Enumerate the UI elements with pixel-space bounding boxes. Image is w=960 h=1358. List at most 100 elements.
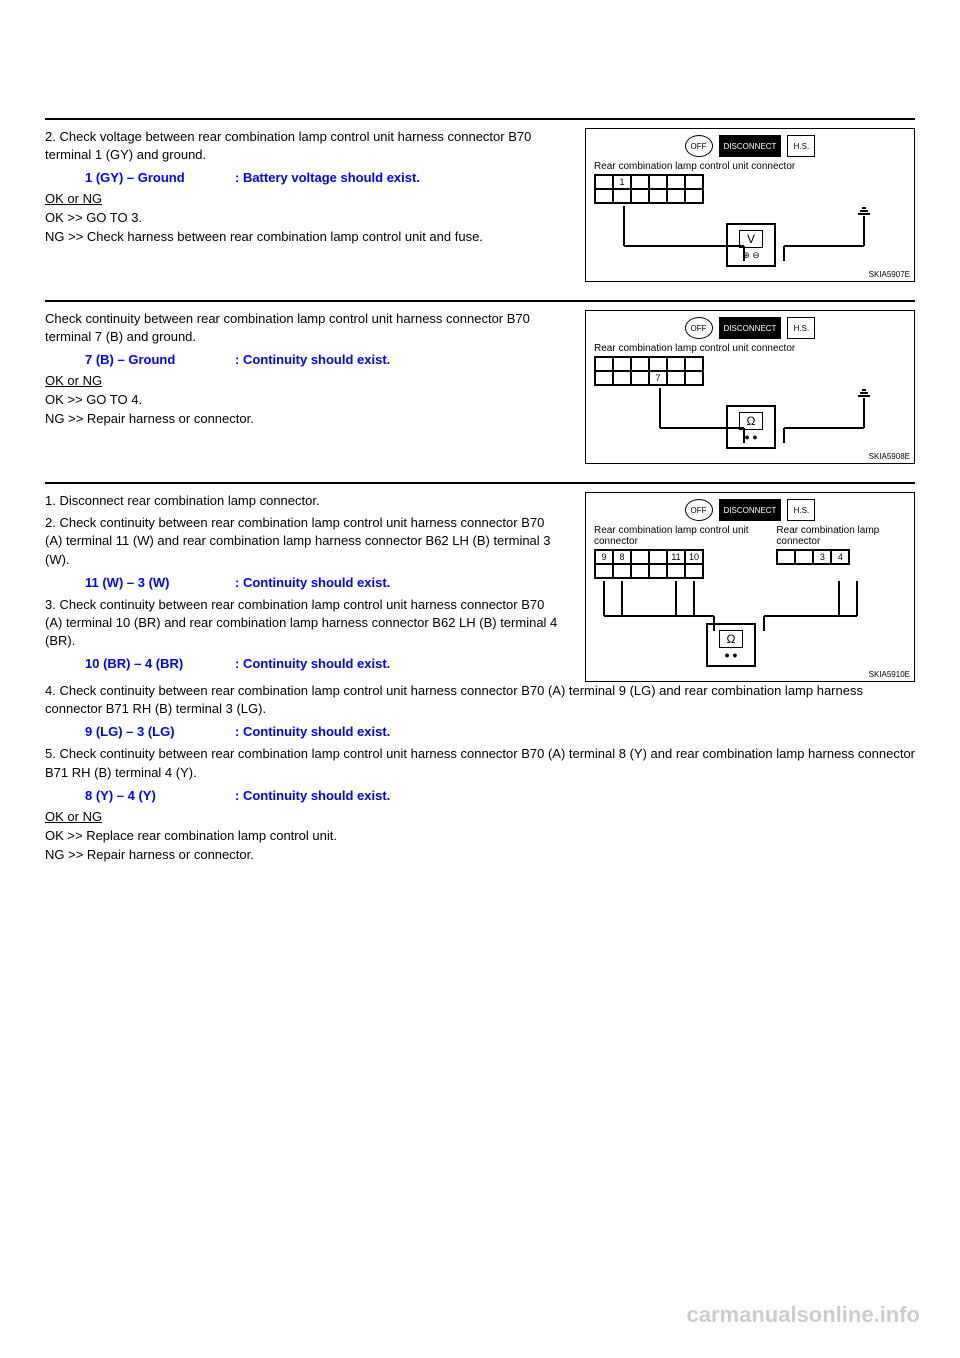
step2-ng: NG >> Check harness between rear combina… bbox=[45, 229, 565, 244]
disconnect-icon: DISCONNECT bbox=[719, 317, 782, 339]
pin-9: 9 bbox=[595, 550, 613, 564]
ohmmeter: Ω ● ● bbox=[726, 405, 776, 449]
step4-spec2: 10 (BR) – 4 (BR) : Continuity should exi… bbox=[85, 656, 565, 671]
step3-diagram: OFF DISCONNECT H.S. Rear combination lam… bbox=[585, 310, 915, 464]
pin-blank bbox=[595, 175, 613, 189]
disconnect-icon: DISCONNECT bbox=[719, 499, 782, 521]
pin-blank bbox=[595, 371, 613, 385]
pin-blank bbox=[685, 175, 703, 189]
step4-instr5: 5. Check continuity between rear combina… bbox=[45, 745, 915, 781]
diagram-box-1: OFF DISCONNECT H.S. Rear combination lam… bbox=[585, 128, 915, 282]
step4-spec2-label: 10 (BR) – 4 (BR) bbox=[85, 656, 235, 671]
step4-spec3-label: 9 (LG) – 3 (LG) bbox=[85, 724, 235, 739]
ignition-off-icon: OFF bbox=[685, 317, 713, 339]
page-header-blank bbox=[45, 30, 915, 110]
step2-diagram: OFF DISCONNECT H.S. Rear combination lam… bbox=[585, 128, 915, 282]
pin-blank bbox=[595, 564, 613, 578]
step2-instruction: 2. Check voltage between rear combinatio… bbox=[45, 128, 565, 164]
diagram-box-3: OFF DISCONNECT H.S. Rear combination lam… bbox=[585, 492, 915, 682]
pin-blank bbox=[631, 357, 649, 371]
pin-blank bbox=[631, 564, 649, 578]
pin-blank bbox=[685, 564, 703, 578]
pin-blank bbox=[667, 189, 685, 203]
diagram-code: SKIA5908E bbox=[869, 452, 910, 461]
disconnect-icon: DISCONNECT bbox=[719, 135, 782, 157]
pin-blank bbox=[631, 550, 649, 564]
pin-4: 4 bbox=[831, 550, 849, 564]
pin-blank bbox=[613, 371, 631, 385]
step4-spec4: 8 (Y) – 4 (Y) : Continuity should exist. bbox=[85, 788, 915, 803]
connector-a: 7 bbox=[594, 356, 704, 386]
step3-instruction: Check continuity between rear combinatio… bbox=[45, 310, 565, 346]
step3-spec: 7 (B) – Ground : Continuity should exist… bbox=[85, 352, 565, 367]
connector-label-b: Rear combination lamp connector bbox=[776, 525, 906, 547]
step-3-block: Check continuity between rear combinatio… bbox=[45, 310, 915, 464]
connector-b: 3 4 bbox=[776, 549, 850, 565]
step3-spec-label: 7 (B) – Ground bbox=[85, 352, 235, 367]
pin-blank bbox=[613, 564, 631, 578]
pin-blank bbox=[649, 175, 667, 189]
pin-7: 7 bbox=[649, 371, 667, 385]
pin-10: 10 bbox=[685, 550, 703, 564]
step4-instr4: 4. Check continuity between rear combina… bbox=[45, 682, 915, 718]
pin-blank bbox=[685, 371, 703, 385]
step4-spec4-value: : Continuity should exist. bbox=[235, 788, 390, 803]
pin-blank bbox=[649, 550, 667, 564]
pin-blank bbox=[667, 371, 685, 385]
meter-symbol: Ω bbox=[719, 630, 743, 648]
pin-blank bbox=[631, 371, 649, 385]
pin-blank bbox=[631, 189, 649, 203]
pin-1: 1 bbox=[613, 175, 631, 189]
diagram-code: SKIA5907E bbox=[869, 270, 910, 279]
step4-ng: NG >> Repair harness or connector. bbox=[45, 847, 915, 862]
diagram-icons: OFF DISCONNECT H.S. bbox=[594, 135, 906, 157]
pin-blank bbox=[649, 189, 667, 203]
step4-instr2: 2. Check continuity between rear combina… bbox=[45, 514, 565, 569]
step3-spec-value: : Continuity should exist. bbox=[235, 352, 390, 367]
step-2-text: 2. Check voltage between rear combinatio… bbox=[45, 128, 565, 244]
meter-probes: ⊕ ⊖ bbox=[742, 250, 760, 261]
hs-icon: H.S. bbox=[787, 499, 815, 521]
pin-8: 8 bbox=[613, 550, 631, 564]
step2-spec-value: : Battery voltage should exist. bbox=[235, 170, 420, 185]
step4-spec1-label: 11 (W) – 3 (W) bbox=[85, 575, 235, 590]
step2-question: OK or NG bbox=[45, 191, 565, 206]
pin-blank bbox=[795, 550, 813, 564]
pin-blank bbox=[685, 357, 703, 371]
step4-spec1: 11 (W) – 3 (W) : Continuity should exist… bbox=[85, 575, 565, 590]
step4-diagram: OFF DISCONNECT H.S. Rear combination lam… bbox=[585, 492, 915, 682]
step4-ok: OK >> Replace rear combination lamp cont… bbox=[45, 828, 915, 843]
meter-probes: ● ● bbox=[744, 432, 757, 442]
step3-ok: OK >> GO TO 4. bbox=[45, 392, 565, 407]
step4-spec2-value: : Continuity should exist. bbox=[235, 656, 390, 671]
connector-a: 1 bbox=[594, 174, 704, 204]
pin-blank bbox=[613, 357, 631, 371]
rule bbox=[45, 118, 915, 120]
voltmeter: V ⊕ ⊖ bbox=[726, 223, 776, 267]
pin-blank bbox=[667, 357, 685, 371]
connector-a: 9 8 11 10 bbox=[594, 549, 704, 579]
ohmmeter: Ω ● ● bbox=[706, 623, 756, 667]
diagram-code: SKIA5910E bbox=[869, 670, 910, 679]
rule bbox=[45, 300, 915, 302]
watermark: carmanualsonline.info bbox=[687, 1302, 921, 1328]
pin-blank bbox=[649, 357, 667, 371]
step2-spec: 1 (GY) – Ground : Battery voltage should… bbox=[85, 170, 565, 185]
step-3-text: Check continuity between rear combinatio… bbox=[45, 310, 565, 426]
step4-spec3-value: : Continuity should exist. bbox=[235, 724, 390, 739]
step3-question: OK or NG bbox=[45, 373, 565, 388]
hs-icon: H.S. bbox=[787, 317, 815, 339]
diagram-icons: OFF DISCONNECT H.S. bbox=[594, 317, 906, 339]
hs-icon: H.S. bbox=[787, 135, 815, 157]
step4-instr1: 1. Disconnect rear combination lamp conn… bbox=[45, 492, 565, 510]
step-4-text: 1. Disconnect rear combination lamp conn… bbox=[45, 492, 565, 677]
step4-spec4-label: 8 (Y) – 4 (Y) bbox=[85, 788, 235, 803]
connector-label: Rear combination lamp control unit conne… bbox=[594, 161, 906, 172]
pin-blank bbox=[595, 357, 613, 371]
pin-blank bbox=[685, 189, 703, 203]
step4-spec1-value: : Continuity should exist. bbox=[235, 575, 390, 590]
pin-blank bbox=[667, 175, 685, 189]
diagram-icons: OFF DISCONNECT H.S. bbox=[594, 499, 906, 521]
pin-blank bbox=[631, 175, 649, 189]
pin-blank bbox=[777, 550, 795, 564]
